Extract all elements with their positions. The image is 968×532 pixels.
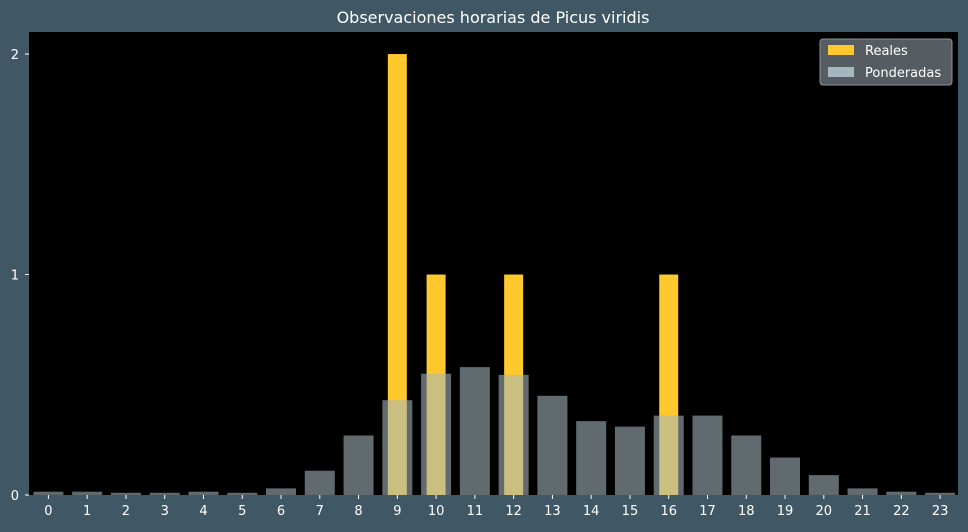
bar-ponderadas-hour-22 — [886, 491, 917, 495]
bar-reales-hour-9 — [387, 54, 407, 496]
bar-ponderadas-hour-21 — [847, 488, 878, 495]
bar-ponderadas-hour-5 — [227, 492, 258, 495]
legend-label-reales: Reales — [865, 44, 908, 59]
bar-ponderadas-hour-13 — [537, 395, 568, 495]
x-tick-label-2: 2 — [122, 504, 130, 519]
x-tick-label-9: 9 — [393, 504, 401, 519]
bar-ponderadas-hour-7 — [304, 470, 335, 495]
x-tick-label-17: 17 — [699, 504, 716, 519]
bar-ponderadas-hour-18 — [731, 435, 762, 495]
bar-ponderadas-hour-16 — [653, 415, 684, 495]
x-tick-label-1: 1 — [83, 504, 91, 519]
x-tick-label-10: 10 — [428, 504, 445, 519]
x-tick-label-3: 3 — [161, 504, 169, 519]
x-tick-label-18: 18 — [738, 504, 755, 519]
y-tick-label-2: 2 — [11, 48, 19, 63]
bar-ponderadas-hour-19 — [770, 457, 801, 495]
x-tick-label-8: 8 — [354, 504, 362, 519]
bar-ponderadas-hour-11 — [459, 367, 490, 495]
bar-ponderadas-hour-12 — [498, 374, 529, 495]
bar-ponderadas-hour-20 — [808, 475, 839, 495]
bar-ponderadas-hour-0 — [33, 491, 64, 495]
plot-area — [29, 32, 958, 495]
x-tick-label-0: 0 — [44, 504, 52, 519]
x-tick-label-7: 7 — [316, 504, 324, 519]
bar-ponderadas-hour-8 — [343, 435, 374, 495]
x-tick-label-14: 14 — [583, 504, 600, 519]
x-tick-label-4: 4 — [199, 504, 207, 519]
bar-ponderadas-hour-14 — [576, 421, 607, 495]
x-tick-label-6: 6 — [277, 504, 285, 519]
x-tick-label-12: 12 — [505, 504, 522, 519]
x-tick-label-5: 5 — [238, 504, 246, 519]
y-tick-label-1: 1 — [11, 269, 19, 284]
legend-swatch-ponderadas — [828, 67, 854, 77]
x-tick-label-19: 19 — [777, 504, 794, 519]
bar-ponderadas-hour-15 — [614, 426, 645, 495]
x-tick-label-11: 11 — [467, 504, 484, 519]
bar-ponderadas-hour-4 — [188, 491, 219, 495]
legend-swatch-reales — [828, 45, 854, 55]
bar-ponderadas-hour-23 — [925, 492, 956, 495]
bar-ponderadas-hour-2 — [110, 492, 141, 495]
y-tick-label-0: 0 — [11, 489, 19, 504]
bar-ponderadas-hour-1 — [72, 491, 103, 495]
x-tick-label-21: 21 — [854, 504, 871, 519]
bar-ponderadas-hour-10 — [421, 373, 452, 495]
bar-ponderadas-hour-6 — [266, 488, 297, 495]
legend: Reales Ponderadas — [819, 38, 953, 86]
chart-title: Observaciones horarias de Picus viridis — [337, 8, 650, 27]
x-tick-label-13: 13 — [544, 504, 561, 519]
x-tick-label-22: 22 — [893, 504, 910, 519]
x-tick-label-16: 16 — [660, 504, 677, 519]
legend-label-ponderadas: Ponderadas — [865, 66, 941, 81]
bar-ponderadas-hour-9 — [382, 400, 413, 495]
bars-layer — [33, 54, 956, 496]
bar-ponderadas-hour-17 — [692, 415, 723, 495]
x-tick-label-15: 15 — [622, 504, 639, 519]
x-tick-label-23: 23 — [932, 504, 949, 519]
axes-layer: 0 1 2 3 4 5 6 7 8 9 10 11 12 13 14 15 16 17 18 19 20 21 22 2301… — [11, 48, 949, 519]
x-tick-label-20: 20 — [816, 504, 833, 519]
bar-ponderadas-hour-3 — [149, 492, 180, 495]
